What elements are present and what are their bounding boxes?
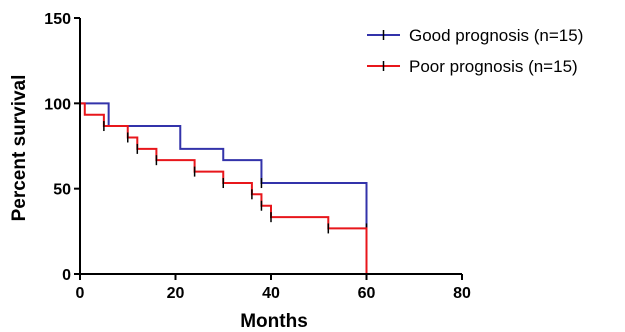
y-tick-label-100: 100 [44,96,71,113]
x-tick-label-80: 80 [453,285,471,302]
x-tick-label-0: 0 [76,285,85,302]
y-tick-label-0: 0 [62,267,71,284]
ticks-layer: 0 50 100 150 0 20 40 60 80 [44,11,471,302]
series-layer [80,102,368,274]
y-tick-label-150: 150 [44,11,71,28]
y-axis-title: Percent survival [9,75,30,222]
x-tick-label-20: 20 [167,285,185,302]
x-tick-label-40: 40 [262,285,280,302]
legend-label-2: Poor prognosis (n=15) [409,57,578,76]
x-axis-title: Months [240,311,308,332]
series-1-curve [80,102,368,229]
y-tick-label-50: 50 [53,182,71,199]
x-tick-label-60: 60 [358,285,376,302]
legend-label-1: Good prognosis (n=15) [409,26,583,45]
series-2-curve [80,102,368,274]
legend: Good prognosis (n=15) Poor prognosis (n=1… [367,26,583,76]
